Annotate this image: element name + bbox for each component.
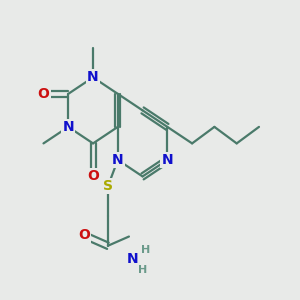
Text: H: H xyxy=(141,245,151,255)
Text: O: O xyxy=(78,228,90,242)
Text: S: S xyxy=(103,179,113,193)
Text: N: N xyxy=(127,252,139,266)
Text: N: N xyxy=(112,153,124,167)
Text: O: O xyxy=(87,169,99,183)
Text: N: N xyxy=(161,153,173,167)
Text: O: O xyxy=(38,87,50,101)
Text: N: N xyxy=(87,70,99,84)
Text: H: H xyxy=(138,265,147,275)
Text: N: N xyxy=(62,120,74,134)
